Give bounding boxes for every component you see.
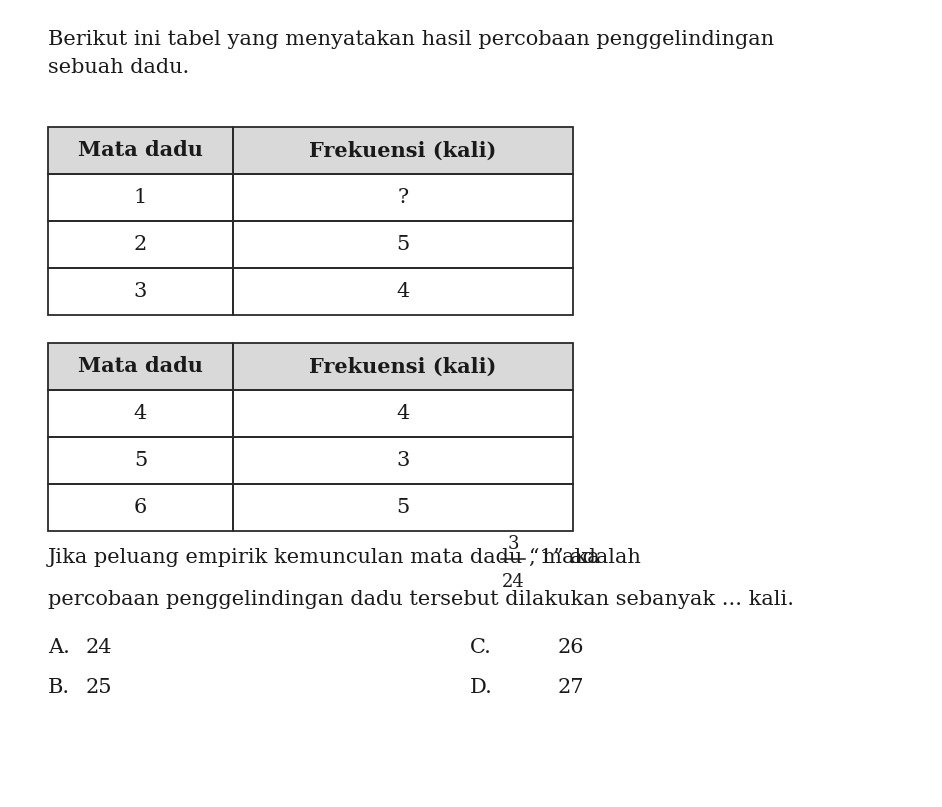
Text: 4: 4 [397,404,410,423]
Bar [233,390,573,437]
Text: 3: 3 [508,535,519,553]
Text: 5: 5 [134,451,147,470]
Text: 24: 24 [86,638,112,657]
Text: Frekuensi (kali): Frekuensi (kali) [309,357,496,377]
Text: B.: B. [48,678,70,697]
Text: 4: 4 [397,282,410,301]
Bar [48,174,233,221]
Text: 27: 27 [558,678,584,697]
Text: 5: 5 [397,498,410,517]
Text: 3: 3 [397,451,410,470]
Text: , maka: , maka [529,548,600,567]
Bar [233,268,573,315]
Bar [233,437,573,484]
Text: Frekuensi (kali): Frekuensi (kali) [309,140,496,161]
Text: Mata dadu: Mata dadu [78,140,203,161]
Text: ?: ? [398,188,409,207]
Bar [48,390,233,437]
Bar [48,343,573,390]
Text: sebuah dadu.: sebuah dadu. [48,58,189,77]
Text: 3: 3 [134,282,147,301]
Text: A.: A. [48,638,70,657]
Text: 1: 1 [134,188,147,207]
Text: D.: D. [470,678,493,697]
Bar [48,127,573,174]
Bar [233,127,573,174]
Bar [48,221,233,268]
Text: Berikut ini tabel yang menyatakan hasil percobaan penggelindingan: Berikut ini tabel yang menyatakan hasil … [48,30,774,49]
Text: Mata dadu: Mata dadu [78,357,203,377]
Bar [233,484,573,531]
Text: 25: 25 [86,678,112,697]
Text: 2: 2 [134,235,147,254]
Text: 26: 26 [558,638,584,657]
Bar [48,268,233,315]
Bar [48,127,233,174]
Text: 24: 24 [502,573,525,591]
Bar [233,221,573,268]
Text: 6: 6 [134,498,147,517]
Text: C.: C. [470,638,492,657]
Bar [48,484,233,531]
Bar [233,174,573,221]
Bar [48,437,233,484]
Text: percobaan penggelindingan dadu tersebut dilakukan sebanyak ... kali.: percobaan penggelindingan dadu tersebut … [48,590,794,609]
Text: Jika peluang empirik kemunculan mata dadu “1” adalah: Jika peluang empirik kemunculan mata dad… [48,548,648,567]
Bar [233,343,573,390]
Text: 4: 4 [134,404,147,423]
Bar [48,343,233,390]
Text: 5: 5 [397,235,410,254]
